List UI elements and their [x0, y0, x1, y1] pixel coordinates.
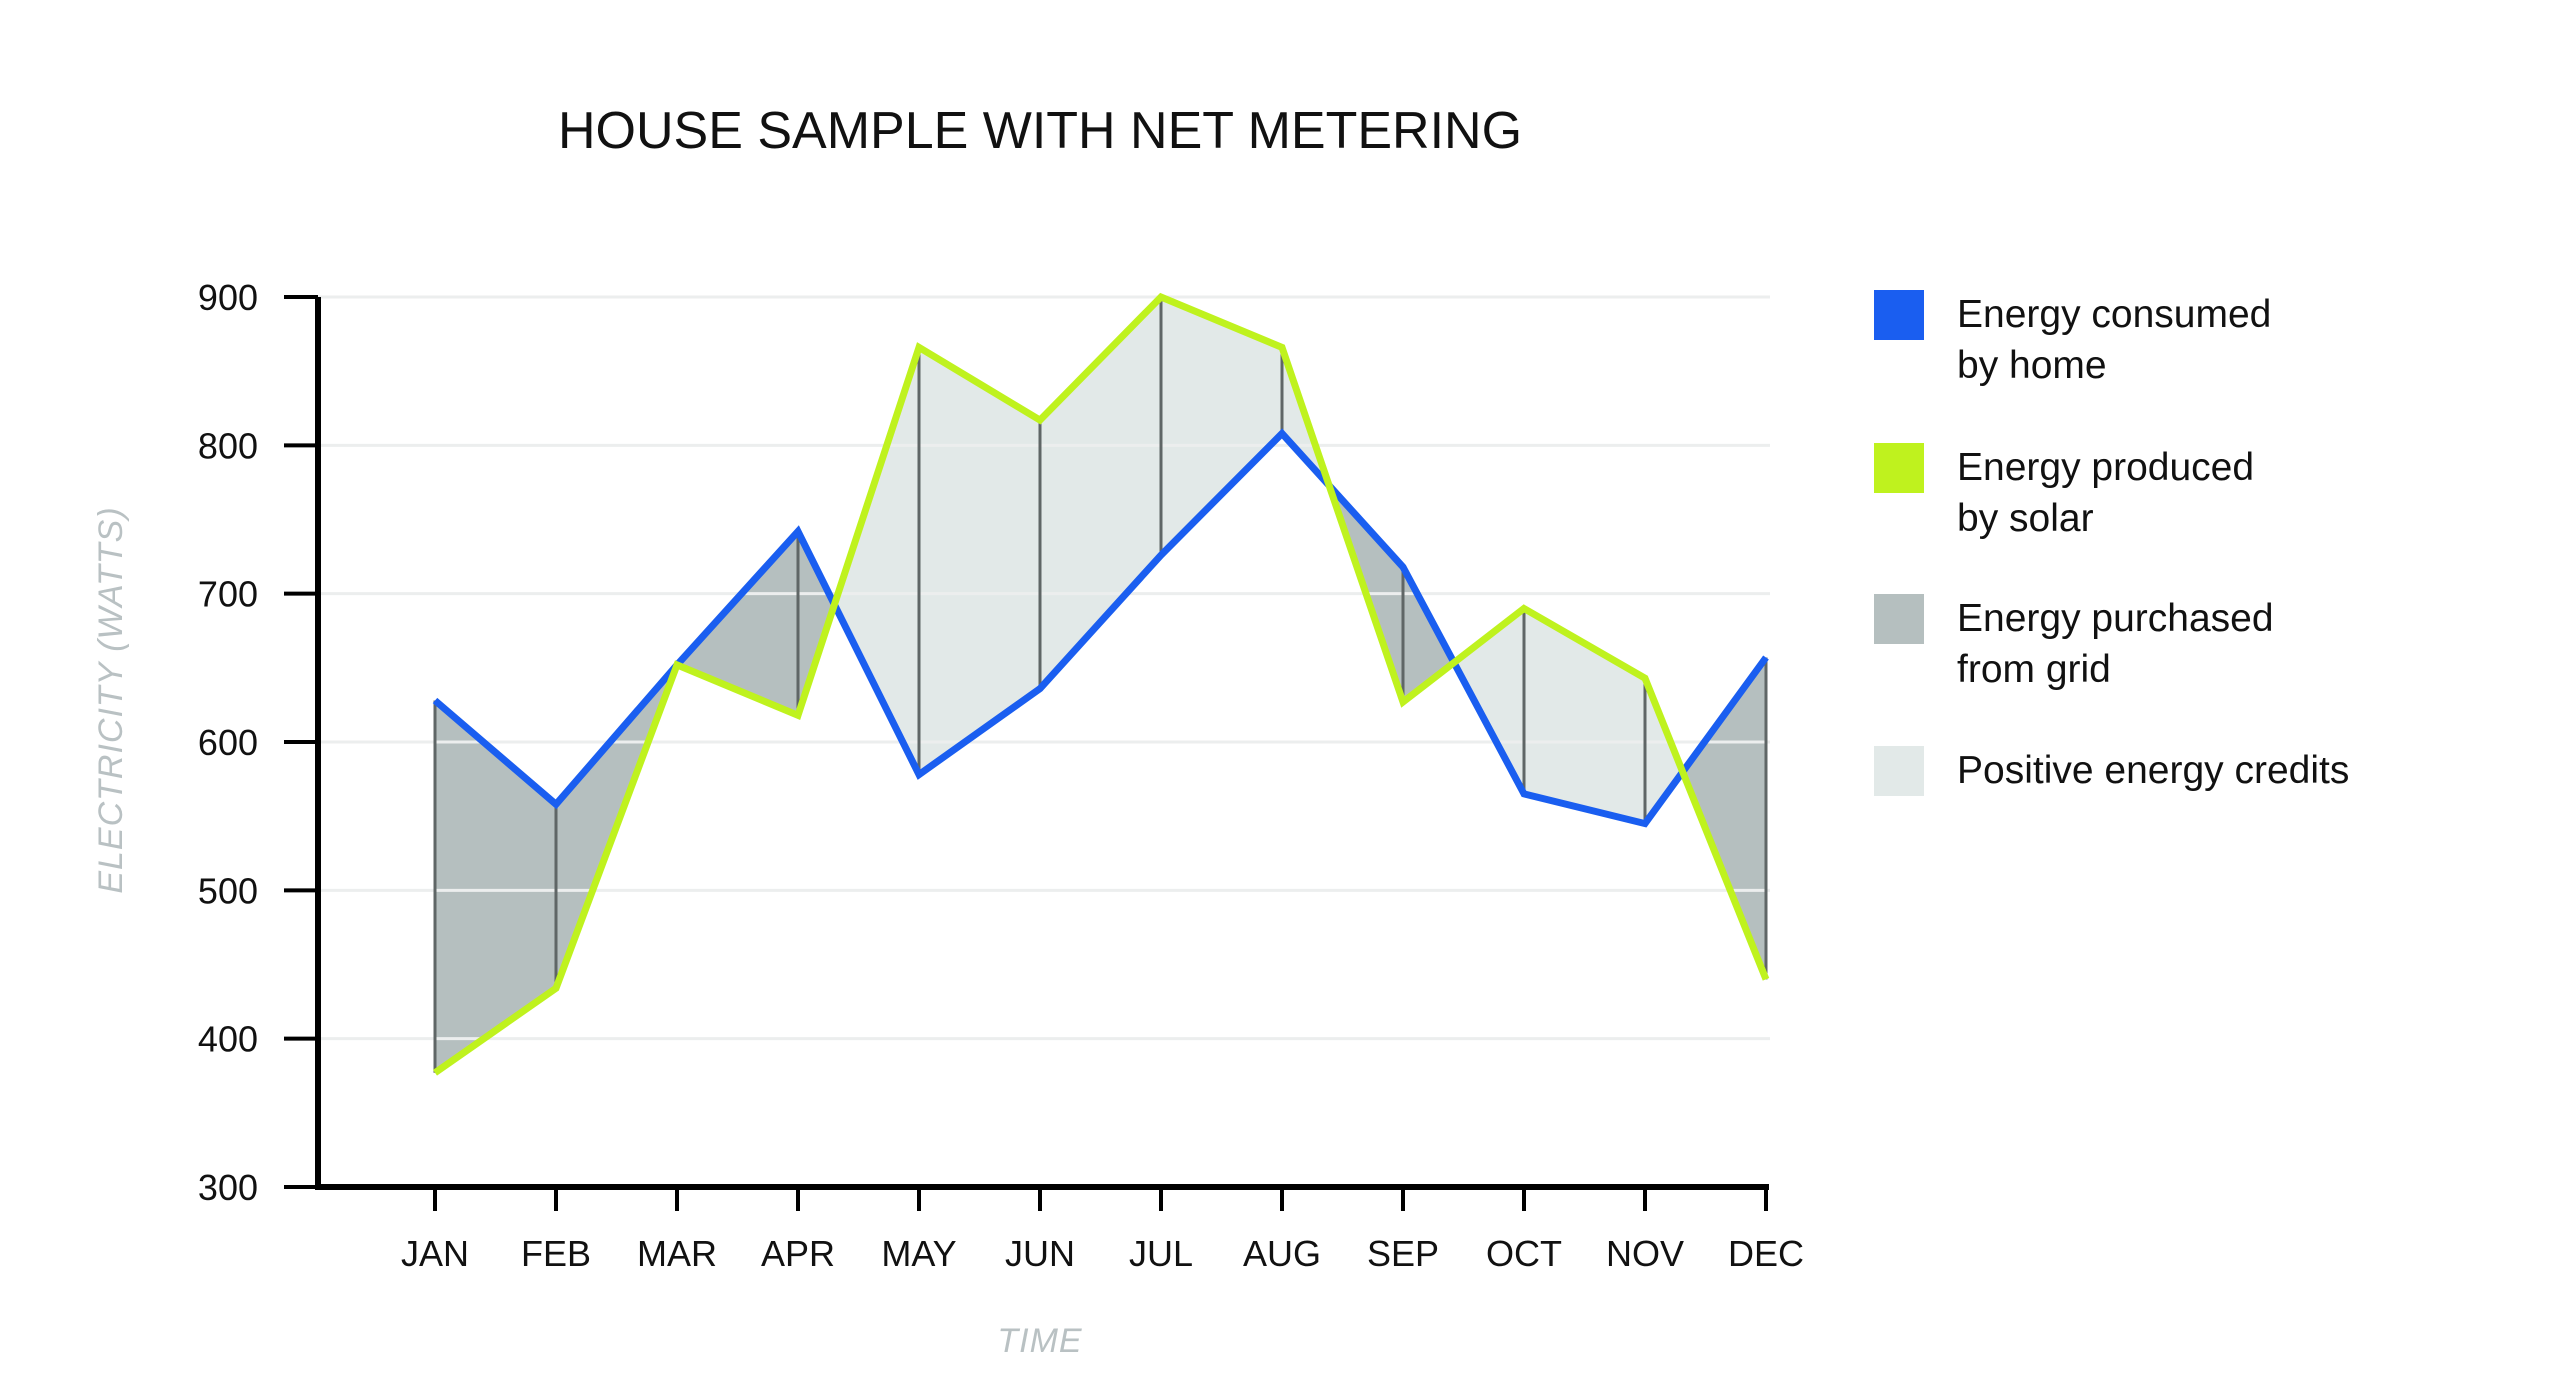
x-tick-label-apr: APR — [761, 1233, 835, 1274]
connector-lines — [433, 297, 1768, 1073]
y-tick-label-800: 800 — [198, 425, 258, 466]
x-tick-label-nov: NOV — [1606, 1233, 1684, 1274]
series-lines — [432, 292, 1770, 1076]
x-tick-label-dec: DEC — [1728, 1233, 1804, 1274]
legend-label-4: Positive energy credits — [1957, 749, 2349, 792]
energy-credit-area — [1161, 297, 1282, 556]
legend-swatch-1 — [1874, 290, 1924, 340]
legend: Energy consumed by home Energy produced by … — [1874, 290, 2349, 796]
legend-label-3: Energy purchased — [1957, 597, 2274, 640]
energy-credit-area — [1645, 678, 1683, 824]
energy-purchased-area — [435, 700, 556, 1073]
x-tick-label-mar: MAR — [637, 1233, 717, 1274]
legend-label-3: from grid — [1957, 648, 2111, 691]
y-axis-title: ELECTRICITY (WATTS) — [92, 506, 130, 893]
axes — [284, 295, 1769, 1211]
energy-purchased-area — [677, 531, 798, 716]
x-tick-label-aug: AUG — [1243, 1233, 1321, 1274]
energy-credit-area — [1454, 608, 1524, 794]
legend-label-2: Energy produced — [1957, 446, 2254, 489]
grid-lines — [318, 295, 1770, 1041]
legend-label-2: by solar — [1957, 497, 2094, 540]
energy-purchased-area — [1682, 657, 1766, 980]
area-fills — [435, 297, 1766, 1073]
y-tick-label-600: 600 — [198, 722, 258, 763]
legend-label-1: by home — [1957, 344, 2107, 387]
consumption-line — [432, 428, 1769, 828]
x-tick-label-jun: JUN — [1005, 1233, 1075, 1274]
x-tick-label-jul: JUL — [1129, 1233, 1193, 1274]
x-tick-label-may: MAY — [881, 1233, 956, 1274]
x-tick-label-jan: JAN — [401, 1233, 469, 1274]
y-tick-label-500: 500 — [198, 870, 258, 911]
legend-label-1: Energy consumed — [1957, 293, 2271, 336]
y-tick-label-900: 900 — [198, 277, 258, 318]
legend-swatch-4 — [1874, 746, 1924, 796]
y-tick-label-400: 400 — [198, 1019, 258, 1060]
y-tick-label-300: 300 — [198, 1167, 258, 1208]
legend-swatch-2 — [1874, 443, 1924, 493]
energy-credit-area — [834, 347, 919, 775]
x-tick-label-feb: FEB — [521, 1233, 591, 1274]
solar-line — [432, 292, 1770, 1076]
energy-credit-area — [1040, 297, 1161, 689]
x-tick-label-sep: SEP — [1367, 1233, 1439, 1274]
energy-credit-area — [919, 347, 1040, 775]
x-axis-title: TIME — [997, 1322, 1082, 1360]
legend-swatch-3 — [1874, 594, 1924, 644]
y-tick-label-700: 700 — [198, 574, 258, 615]
axis-labels: 300 400 500 600 700 800 900 JAN FEB MAR APR MAY JUN J… — [198, 277, 1804, 1274]
chart-title: HOUSE SAMPLE WITH NET METERING — [558, 102, 1522, 160]
x-tick-label-oct: OCT — [1486, 1233, 1562, 1274]
energy-purchased-area — [798, 531, 835, 716]
